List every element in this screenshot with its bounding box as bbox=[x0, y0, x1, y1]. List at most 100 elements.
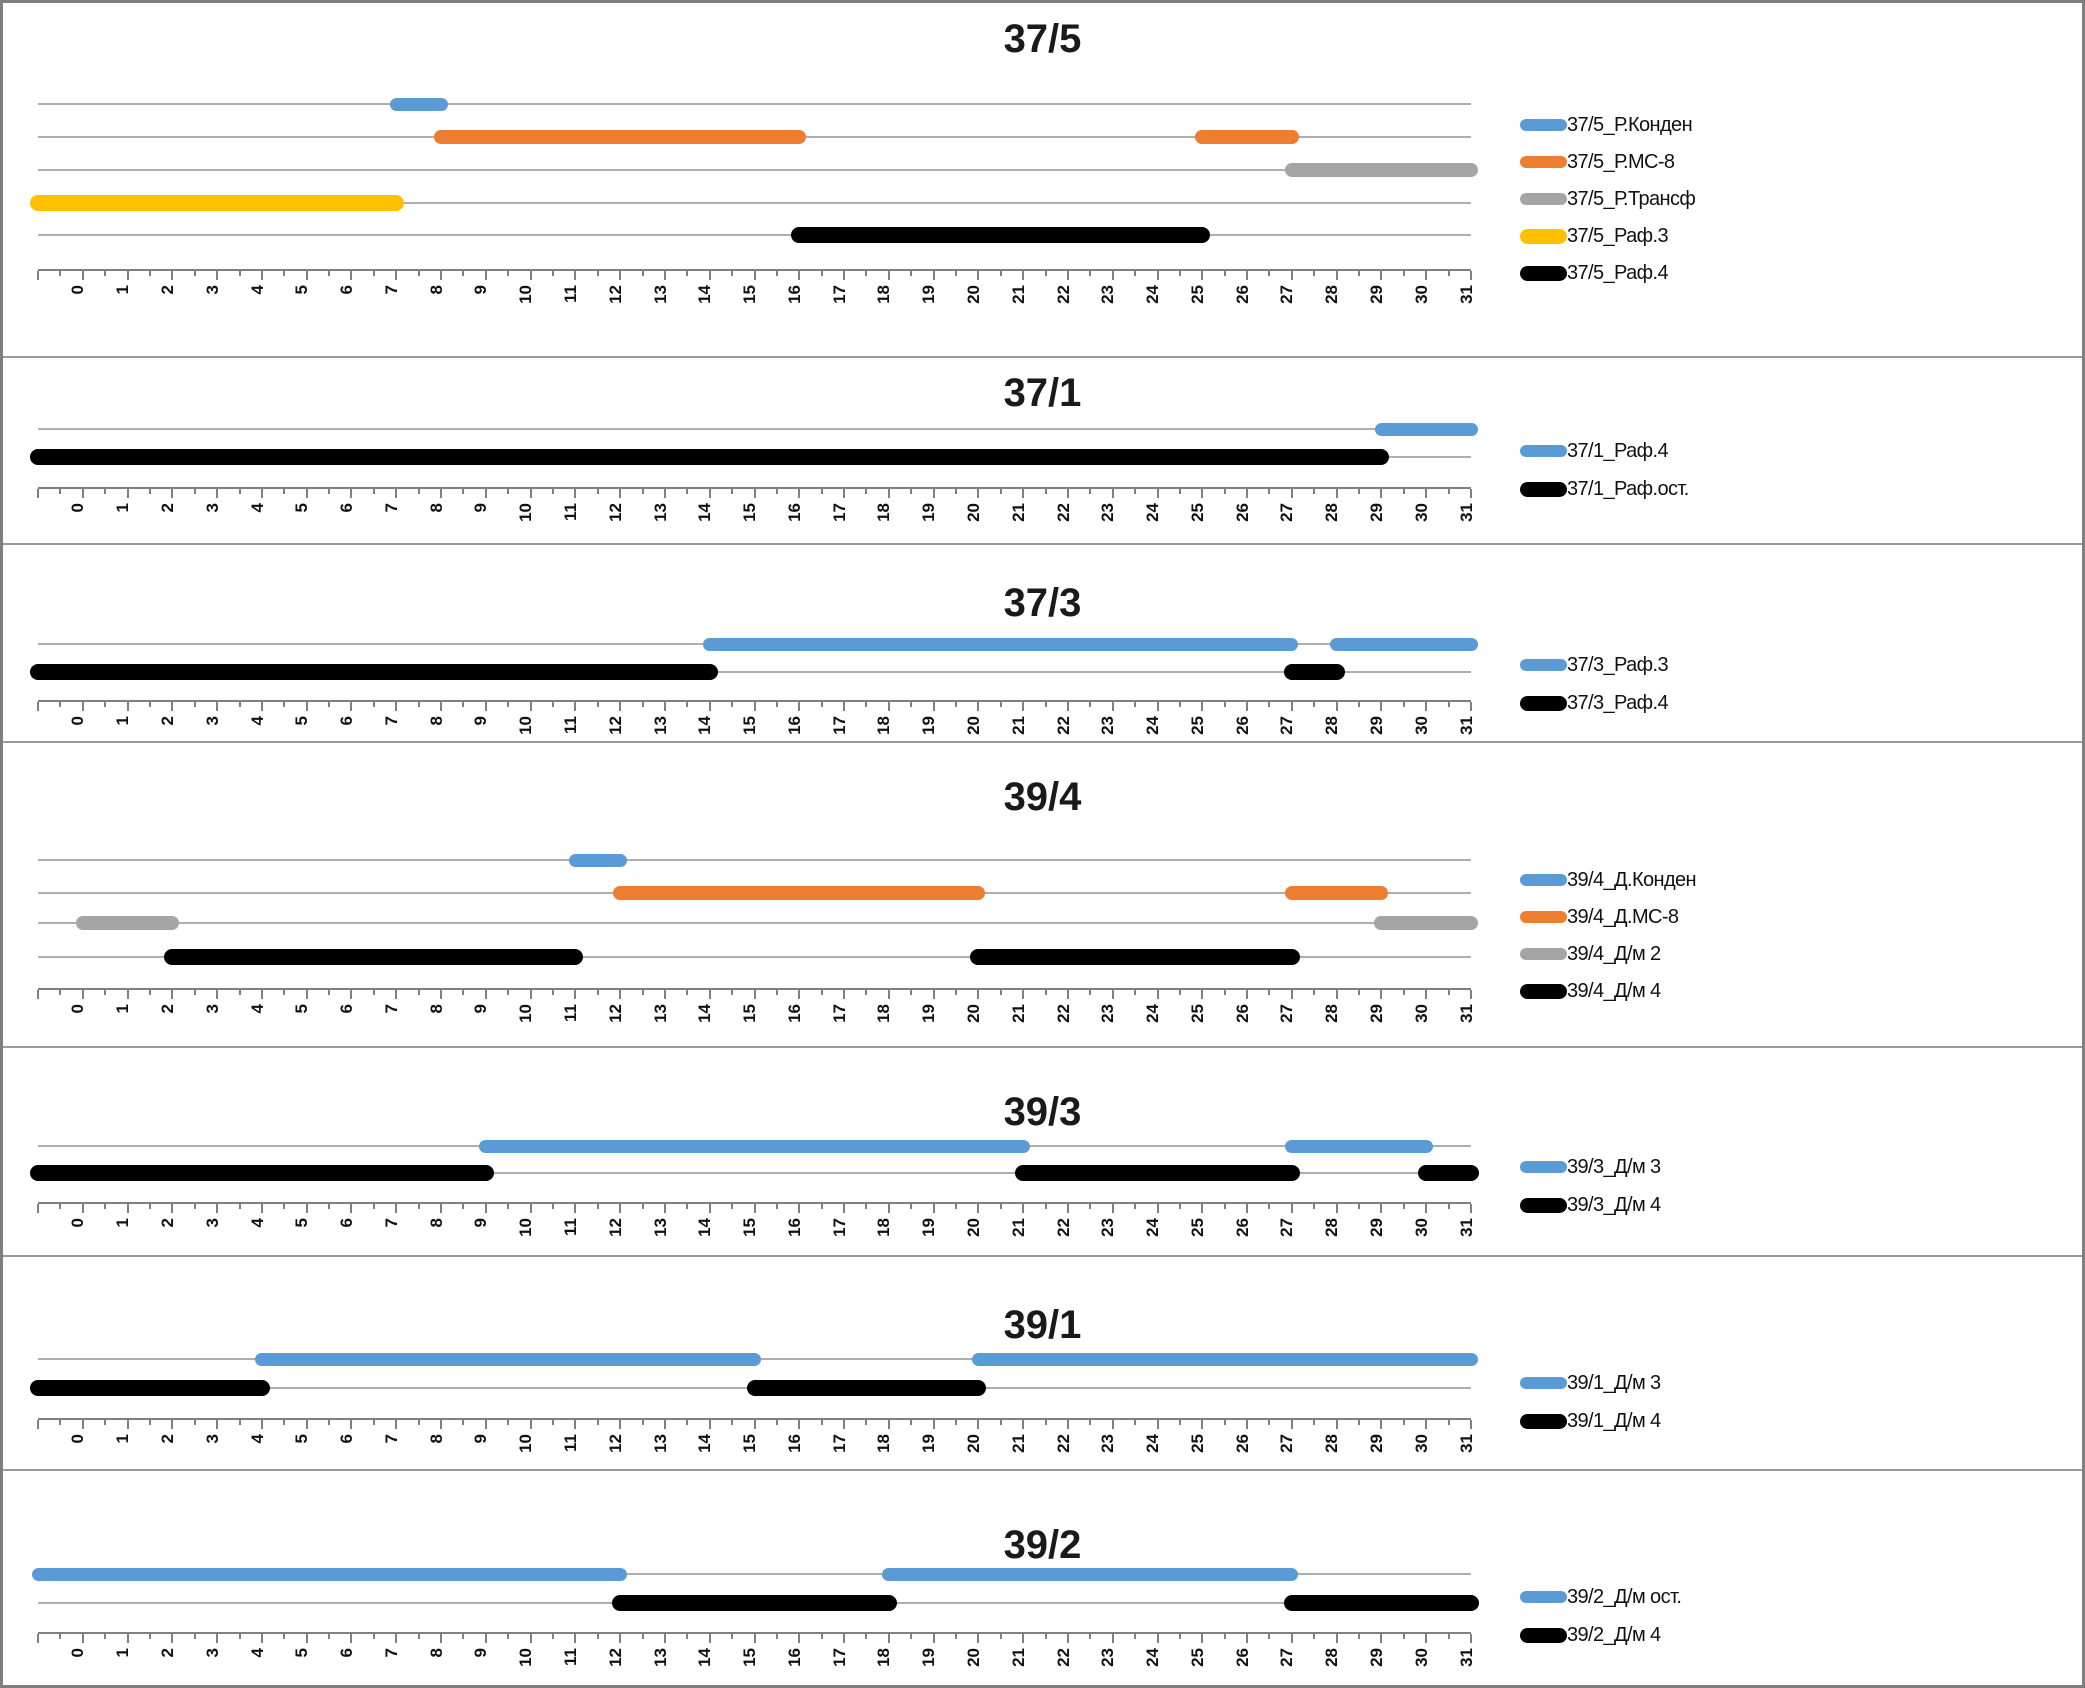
x-axis-tick bbox=[977, 1204, 980, 1213]
x-axis-tick bbox=[910, 1420, 913, 1425]
x-axis-tick bbox=[529, 1204, 532, 1213]
x-axis-tick bbox=[484, 702, 487, 711]
x-axis-tick bbox=[1358, 489, 1361, 494]
x-axis-tick bbox=[1268, 990, 1271, 995]
bar-segment-39-2-Д-м-4 bbox=[1283, 1595, 1479, 1611]
x-axis-tick bbox=[440, 1420, 443, 1429]
x-axis-label: 6 bbox=[337, 503, 357, 513]
x-axis-tick bbox=[1246, 990, 1249, 999]
x-axis-tick bbox=[977, 1420, 980, 1429]
x-axis-tick bbox=[596, 271, 599, 276]
x-axis-tick bbox=[955, 489, 958, 494]
x-axis-tick bbox=[507, 271, 510, 276]
x-axis-tick bbox=[440, 990, 443, 999]
x-axis-tick bbox=[104, 990, 107, 995]
legend-line-swatch bbox=[1520, 983, 1567, 999]
x-axis-tick bbox=[104, 1420, 107, 1425]
x-axis-tick bbox=[1470, 489, 1472, 498]
x-axis-tick bbox=[1044, 702, 1047, 707]
x-axis-label: 0 bbox=[68, 1004, 88, 1014]
x-axis-tick bbox=[865, 702, 868, 707]
x-axis-label: 19 bbox=[919, 1004, 939, 1023]
x-axis-label: 25 bbox=[1187, 1434, 1207, 1453]
x-axis-label: 26 bbox=[1232, 285, 1252, 304]
x-axis-tick bbox=[372, 489, 375, 494]
bar-segment-39-3-Д-м-4 bbox=[1418, 1165, 1479, 1181]
x-axis-tick bbox=[955, 702, 958, 707]
x-axis-tick bbox=[484, 1204, 487, 1213]
x-axis-tick bbox=[148, 1634, 151, 1639]
x-axis-tick bbox=[440, 271, 443, 280]
x-axis-tick bbox=[462, 1204, 465, 1209]
x-axis-label: 31 bbox=[1456, 503, 1476, 522]
x-axis-tick bbox=[753, 489, 756, 498]
x-axis-tick bbox=[417, 271, 420, 276]
x-axis-label: 9 bbox=[471, 1648, 491, 1658]
x-axis-label: 16 bbox=[784, 1218, 804, 1237]
x-axis-tick bbox=[1246, 271, 1249, 280]
x-axis-tick bbox=[619, 489, 622, 498]
x-axis-tick bbox=[1134, 1204, 1137, 1209]
x-axis-tick bbox=[708, 1204, 711, 1213]
legend-line-swatch bbox=[1520, 481, 1567, 497]
x-axis-tick bbox=[462, 489, 465, 494]
x-axis-tick bbox=[753, 1634, 756, 1643]
x-axis-label: 20 bbox=[964, 1648, 984, 1667]
legend-item: 39/4_Д/м 2 bbox=[1520, 943, 1661, 965]
x-axis-tick bbox=[641, 489, 644, 494]
x-axis-tick bbox=[641, 702, 644, 707]
x-axis-tick bbox=[148, 1204, 151, 1209]
x-axis-tick bbox=[865, 489, 868, 494]
x-axis-tick bbox=[1425, 990, 1428, 999]
x-axis-label: 7 bbox=[381, 503, 401, 513]
x-axis-tick bbox=[775, 489, 778, 494]
x-axis-label: 27 bbox=[1277, 716, 1297, 735]
x-axis-tick bbox=[1044, 990, 1047, 995]
x-axis-tick bbox=[574, 271, 577, 280]
x-axis-label: 7 bbox=[381, 1218, 401, 1228]
x-axis-tick bbox=[1470, 1420, 1472, 1429]
x-axis-tick bbox=[731, 1634, 734, 1639]
x-axis-tick bbox=[328, 1634, 331, 1639]
x-axis-tick bbox=[843, 1634, 846, 1643]
legend-line-swatch bbox=[1520, 1413, 1567, 1429]
chart-panel-39-3: 39/3 0 1 2 3 4 5 6 7 8 9 10 11 12 13 14 15 16 17 18 19 20 21 22… bbox=[3, 1046, 2082, 1255]
x-axis-tick bbox=[619, 990, 622, 999]
legend-line-swatch bbox=[1520, 1591, 1567, 1603]
x-axis-label: 20 bbox=[964, 285, 984, 304]
x-axis-tick bbox=[1201, 990, 1204, 999]
x-axis-tick bbox=[775, 1420, 778, 1425]
x-axis-tick bbox=[619, 702, 622, 711]
x-axis-tick bbox=[1380, 1420, 1383, 1429]
x-axis-label: 10 bbox=[516, 1218, 536, 1237]
x-axis-tick bbox=[193, 702, 196, 707]
x-axis-tick bbox=[1178, 702, 1181, 707]
x-axis-tick bbox=[1358, 1204, 1361, 1209]
x-axis-tick bbox=[484, 990, 487, 999]
x-axis-label: 28 bbox=[1322, 1218, 1342, 1237]
x-axis-tick bbox=[1044, 1420, 1047, 1425]
x-axis-tick bbox=[641, 271, 644, 276]
x-axis-tick bbox=[484, 1420, 487, 1429]
x-axis-label: 17 bbox=[829, 1648, 849, 1667]
x-axis-label: 30 bbox=[1411, 285, 1431, 304]
x-axis-tick bbox=[1178, 990, 1181, 995]
x-axis-label: 11 bbox=[560, 1004, 580, 1022]
x-axis-tick bbox=[462, 990, 465, 995]
x-axis-label: 14 bbox=[695, 1648, 715, 1667]
x-axis-label: 27 bbox=[1277, 503, 1297, 522]
x-axis-tick bbox=[59, 1204, 62, 1209]
x-axis-tick bbox=[1470, 1634, 1472, 1643]
x-axis-tick bbox=[148, 489, 151, 494]
x-axis-label: 17 bbox=[829, 716, 849, 735]
x-axis-label: 15 bbox=[740, 285, 760, 304]
x-axis bbox=[38, 1202, 1471, 1204]
legend-line-swatch bbox=[1520, 1197, 1567, 1213]
x-axis-tick bbox=[955, 1204, 958, 1209]
x-axis-tick bbox=[1111, 1634, 1114, 1643]
x-axis-tick bbox=[1313, 990, 1316, 995]
x-axis-label: 4 bbox=[247, 1434, 267, 1444]
x-axis bbox=[38, 269, 1471, 271]
x-axis-tick bbox=[910, 489, 913, 494]
x-axis-tick bbox=[686, 1634, 689, 1639]
